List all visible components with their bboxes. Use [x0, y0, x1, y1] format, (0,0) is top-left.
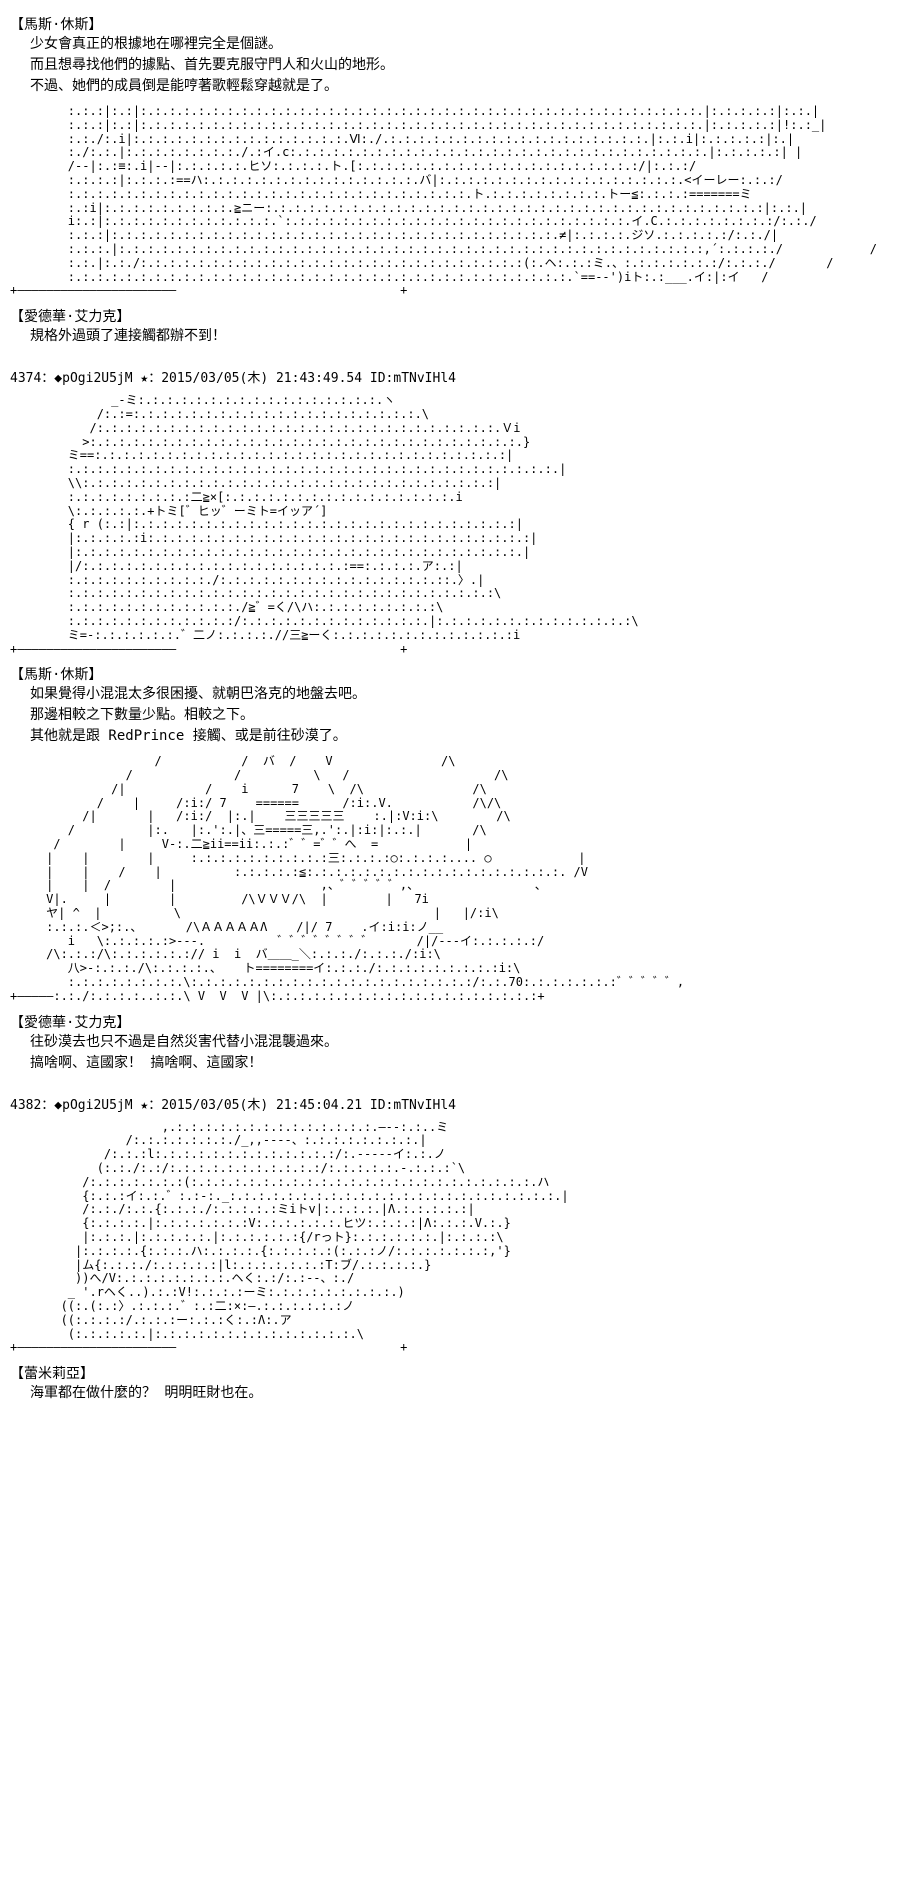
- character-name: 【蕾米莉亞】: [10, 1363, 889, 1383]
- dialogue-text: 往砂漠去也只不過是自然災害代替小混混襲過來。 搞啥啊、這國家！ 搞啥啊、這國家！: [30, 1032, 889, 1074]
- character-name: 【馬斯·休斯】: [10, 14, 889, 34]
- post-block-3: 4382：◆pOgi2U5jM ★：2015/03/05(木) 21:45:04…: [10, 1094, 889, 1405]
- character-name: 【愛德華·艾力克】: [10, 1012, 889, 1032]
- dialogue-text: 規格外過頭了連接觸都辦不到！: [30, 326, 889, 347]
- post-header: 4374：◆pOgi2U5jM ★：2015/03/05(木) 21:43:49…: [10, 367, 889, 386]
- character-name: 【馬斯·休斯】: [10, 664, 889, 684]
- ascii-art: _-ミ:.:.:.:.:.:.:.:.:.:.:.:.:.:.:.:.:.ヽ /…: [10, 394, 889, 656]
- ascii-art: / / バ / V /\ / / \ / /\ /| / i 7 \ /\ /\…: [10, 755, 889, 1003]
- dialogue-text: 少女會真正的根據地在哪裡完全是個謎。 而且想尋找他們的據點、首先要克服守門人和火…: [30, 34, 889, 97]
- dialogue-text: 如果覺得小混混太多很困擾、就朝巴洛克的地盤去吧。 那邊相較之下數量少點。相較之下…: [30, 684, 889, 747]
- post-block-1: 【馬斯·休斯】 少女會真正的根據地在哪裡完全是個謎。 而且想尋找他們的據點、首先…: [10, 14, 889, 347]
- character-name: 【愛德華·艾力克】: [10, 306, 889, 326]
- dialogue-text: 海軍都在做什麼的？ 明明旺財也在。: [30, 1383, 889, 1404]
- ascii-art: :.:.:|:.:|:.:.:.:.:.:.:.:.:.:.:.:.:.:.:.…: [10, 105, 889, 298]
- ascii-art: ,.:.:.:.:.:.:.:.:.:.:.:.:.:.:.―--:.:..ミ …: [10, 1121, 889, 1356]
- post-block-2: 4374：◆pOgi2U5jM ★：2015/03/05(木) 21:43:49…: [10, 367, 889, 1073]
- post-header: 4382：◆pOgi2U5jM ★：2015/03/05(木) 21:45:04…: [10, 1094, 889, 1113]
